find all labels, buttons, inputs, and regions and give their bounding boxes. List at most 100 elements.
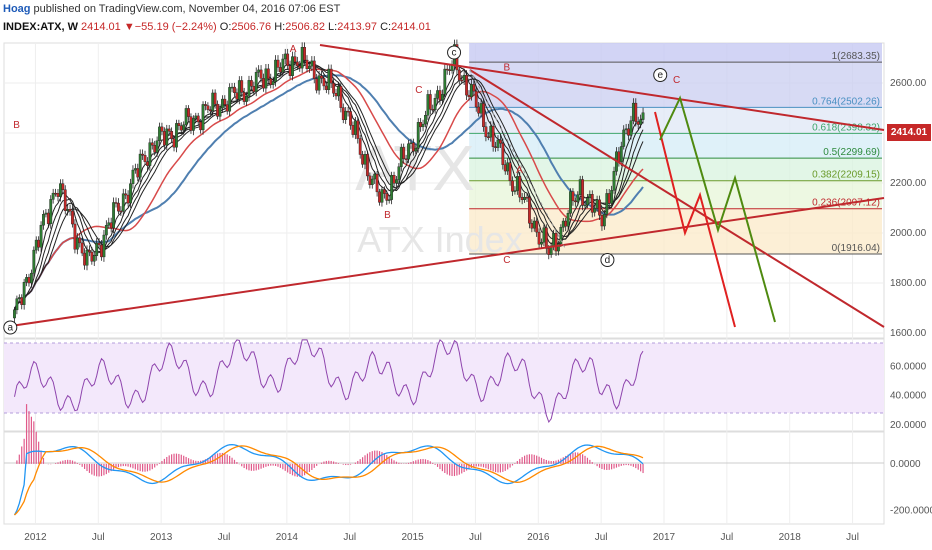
candle-body[interactable] bbox=[387, 199, 391, 201]
candle-body[interactable] bbox=[44, 212, 48, 215]
candle-body[interactable] bbox=[564, 220, 568, 227]
candle-body[interactable] bbox=[634, 102, 638, 122]
candle-body[interactable] bbox=[54, 192, 57, 195]
candle-body[interactable] bbox=[34, 239, 38, 251]
candle-body[interactable] bbox=[530, 223, 534, 229]
candle-body[interactable] bbox=[482, 103, 485, 127]
candle-body[interactable] bbox=[590, 194, 594, 213]
candle-body[interactable] bbox=[133, 168, 137, 171]
candle-body[interactable] bbox=[312, 60, 316, 79]
candle-body[interactable] bbox=[283, 53, 287, 60]
candle-body[interactable] bbox=[631, 102, 635, 121]
candle-body[interactable] bbox=[56, 193, 60, 197]
candle-body[interactable] bbox=[63, 189, 67, 211]
candle-body[interactable] bbox=[334, 93, 338, 97]
candle-body[interactable] bbox=[199, 121, 203, 131]
macd-histogram[interactable] bbox=[14, 404, 644, 477]
candle-body[interactable] bbox=[407, 143, 410, 160]
candle-body[interactable] bbox=[554, 233, 558, 252]
candle-body[interactable] bbox=[315, 78, 319, 91]
candle-body[interactable] bbox=[269, 78, 273, 85]
candle-body[interactable] bbox=[83, 252, 86, 266]
candle-body[interactable] bbox=[583, 204, 587, 207]
candle-body[interactable] bbox=[513, 190, 517, 192]
candle-body[interactable] bbox=[337, 86, 340, 97]
candle-body[interactable] bbox=[368, 175, 372, 185]
candle-body[interactable] bbox=[627, 128, 630, 136]
candle-body[interactable] bbox=[411, 142, 415, 152]
candle-body[interactable] bbox=[17, 297, 21, 299]
candle-body[interactable] bbox=[624, 128, 628, 131]
author-link[interactable]: Hoag bbox=[3, 3, 31, 15]
candlesticks[interactable] bbox=[13, 39, 645, 323]
upper-trendline[interactable] bbox=[319, 44, 885, 131]
candle-body[interactable] bbox=[636, 121, 640, 125]
candle-body[interactable] bbox=[327, 68, 331, 90]
candle-body[interactable] bbox=[13, 309, 16, 319]
candle-body[interactable] bbox=[194, 115, 198, 119]
candle-body[interactable] bbox=[622, 129, 626, 147]
candle-body[interactable] bbox=[501, 143, 505, 165]
candle-body[interactable] bbox=[467, 94, 471, 97]
candle-body[interactable] bbox=[88, 250, 91, 253]
candle-body[interactable] bbox=[39, 224, 43, 248]
candle-body[interactable] bbox=[295, 61, 299, 67]
candle-body[interactable] bbox=[249, 80, 253, 87]
candle-body[interactable] bbox=[518, 176, 522, 198]
candle-body[interactable] bbox=[266, 68, 270, 79]
candle-body[interactable] bbox=[477, 106, 481, 114]
candle-body[interactable] bbox=[177, 123, 181, 126]
candle-body[interactable] bbox=[141, 153, 145, 156]
candle-body[interactable] bbox=[361, 154, 365, 165]
rsi-line[interactable] bbox=[14, 339, 644, 424]
candle-body[interactable] bbox=[216, 103, 219, 117]
candle-body[interactable] bbox=[566, 213, 570, 227]
candle-body[interactable] bbox=[100, 244, 103, 258]
candle-body[interactable] bbox=[264, 68, 268, 89]
candle-body[interactable] bbox=[235, 92, 239, 100]
candle-body[interactable] bbox=[421, 123, 425, 128]
candle-body[interactable] bbox=[320, 75, 323, 79]
candle-body[interactable] bbox=[276, 59, 280, 68]
candle-body[interactable] bbox=[175, 123, 178, 148]
candle-body[interactable] bbox=[571, 191, 575, 202]
candle-body[interactable] bbox=[431, 109, 435, 111]
candle-body[interactable] bbox=[489, 125, 493, 138]
candle-body[interactable] bbox=[42, 214, 45, 226]
candle-body[interactable] bbox=[390, 174, 394, 200]
candle-body[interactable] bbox=[165, 128, 169, 146]
candle-body[interactable] bbox=[588, 194, 592, 199]
candle-body[interactable] bbox=[279, 67, 282, 73]
candle-body[interactable] bbox=[479, 103, 483, 114]
candle-body[interactable] bbox=[375, 173, 379, 193]
candle-body[interactable] bbox=[494, 146, 497, 148]
candle-body[interactable] bbox=[424, 115, 427, 125]
candle-body[interactable] bbox=[317, 75, 321, 91]
candle-body[interactable] bbox=[329, 68, 333, 84]
candle-body[interactable] bbox=[617, 151, 621, 162]
candle-body[interactable] bbox=[262, 78, 265, 89]
candle-body[interactable] bbox=[160, 126, 164, 132]
candle-body[interactable] bbox=[578, 179, 582, 195]
candle-body[interactable] bbox=[59, 183, 62, 197]
candle-body[interactable] bbox=[208, 109, 212, 112]
candle-body[interactable] bbox=[378, 191, 381, 203]
candle-body[interactable] bbox=[496, 139, 500, 148]
candle-body[interactable] bbox=[80, 242, 84, 254]
candle-body[interactable] bbox=[486, 136, 490, 139]
lower-trendline[interactable] bbox=[3, 197, 885, 328]
candle-body[interactable] bbox=[20, 297, 24, 305]
candle-body[interactable] bbox=[373, 173, 377, 180]
candle-body[interactable] bbox=[305, 59, 309, 70]
candle-body[interactable] bbox=[380, 189, 384, 203]
candle-body[interactable] bbox=[598, 199, 601, 216]
candle-body[interactable] bbox=[220, 98, 224, 109]
candle-body[interactable] bbox=[438, 90, 442, 101]
candle-body[interactable] bbox=[49, 199, 53, 224]
candle-body[interactable] bbox=[75, 237, 79, 250]
candle-body[interactable] bbox=[119, 210, 123, 213]
candle-body[interactable] bbox=[78, 237, 82, 244]
candle-body[interactable] bbox=[370, 178, 374, 185]
candle-body[interactable] bbox=[68, 209, 72, 212]
